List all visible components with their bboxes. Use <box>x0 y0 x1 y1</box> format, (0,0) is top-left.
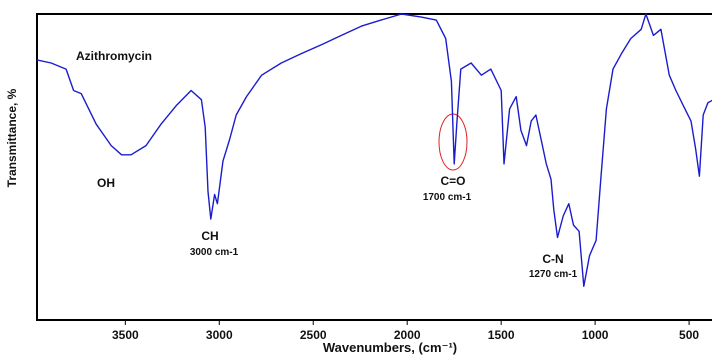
annotation: CH <box>201 229 218 243</box>
x-tick-label: 500 <box>679 328 699 342</box>
x-tick-label: 3000 <box>206 328 233 342</box>
annotation: 1270 cm-1 <box>529 269 578 280</box>
plot-frame <box>36 13 712 321</box>
annotation: Azithromycin <box>76 49 152 63</box>
x-tick-label: 1000 <box>582 328 609 342</box>
x-tick-label: 2500 <box>300 328 327 342</box>
annotation: OH <box>97 176 115 190</box>
annotation: C=O <box>440 174 465 188</box>
x-tick-label: 1500 <box>488 328 515 342</box>
spectrum-line <box>36 13 712 287</box>
x-tick-label: 2000 <box>394 328 421 342</box>
annotation: C-N <box>542 252 563 266</box>
annotation: 3000 cm-1 <box>190 247 239 258</box>
x-axis-label: Wavenumbers, (cm⁻¹) <box>323 340 457 355</box>
annotation: 1700 cm-1 <box>423 192 472 203</box>
y-axis-label: Transmittance, % <box>5 88 19 187</box>
x-tick-label: 3500 <box>112 328 139 342</box>
